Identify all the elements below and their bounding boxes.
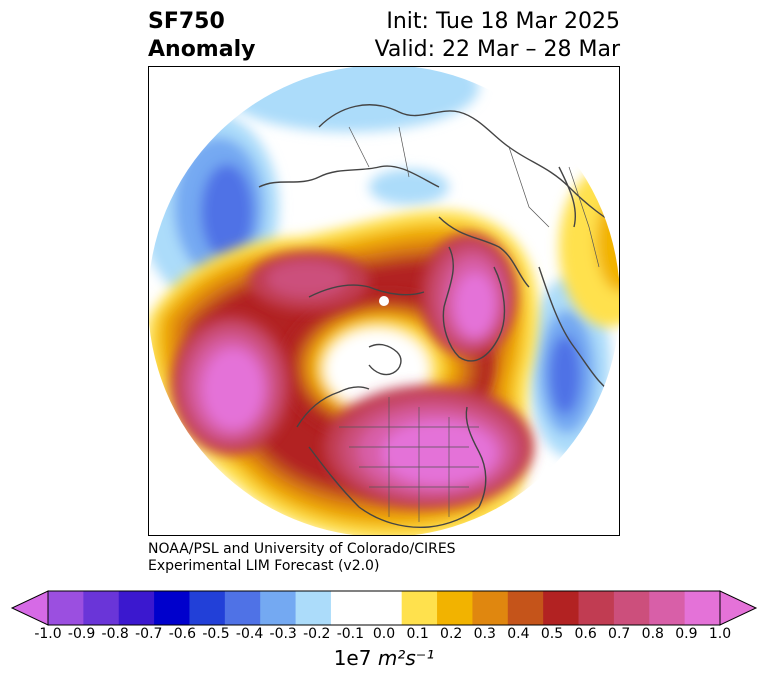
title-type: Anomaly [148,37,256,62]
colorbar-tick-label: 0.0 [372,626,396,642]
colorbar-tick-label: -0.4 [235,626,264,642]
colorbar-segment [260,591,297,625]
colorbar-extend-high [719,590,758,626]
colorbar-extend-low [10,590,49,626]
north-pole-marker [379,296,389,306]
credit-line-1: NOAA/PSL and University of Colorado/CIRE… [148,541,456,557]
political-borders [339,126,600,522]
colorbar-tick-label: 0.5 [540,626,564,642]
colorbar-tick-label: -0.8 [101,626,129,642]
chart-title: SF750 Anomaly [148,8,255,64]
colorbar-tick-label: 0.2 [440,626,463,642]
colorbar-segment [543,591,580,625]
colorbar-tick-label: -1.0 [34,626,62,642]
colorbar-segment [366,591,403,625]
colorbar-tick-label: 0.1 [406,626,429,642]
colorbar-segment [48,591,84,625]
colorbar-tick-label: 0.6 [574,626,597,642]
colorbar-segment [472,591,509,625]
colorbar-segment [649,591,686,625]
anomaly-scandinavia [249,251,369,311]
colorbar-segment [507,591,544,625]
colorbar-tick-label: -0.1 [336,626,365,642]
units-base: 1e7 [333,646,372,670]
colorbar-tick-label: -0.9 [67,626,96,642]
anomaly-siberia [219,67,479,205]
colorbar-tick-label: -0.6 [168,626,197,642]
coastlines [258,104,619,529]
colorbar-segment [578,591,615,625]
colorbar-segment [330,591,367,625]
colorbar-tick-label: 0.4 [507,626,530,642]
anomaly-north-atlantic [527,277,611,457]
colorbar-tick-label: 0.3 [473,626,496,642]
colorbar-segment [437,591,473,625]
map-panel [148,66,620,536]
colorbar-tick-label: 0.8 [641,626,664,642]
colorbar-segment [613,591,650,625]
colorbar-tick-label: 0.7 [608,626,631,642]
credit-line-2: Experimental LIM Forecast (v2.0) [148,558,380,574]
colorbar-units: 1e7 m²s⁻¹ [0,646,768,670]
colorbar-segment [118,591,155,625]
colorbar-segment [224,591,261,625]
colorbar-segment [684,591,721,625]
anomaly-map [149,67,619,535]
units-expr: m²s⁻¹ [377,646,435,670]
colorbar-segment [401,591,438,625]
colorbar-ticks: -1.0 -0.9 -0.8 -0.7 -0.6 -0.5 -0.4 -0.3 -0.2 -0.1… [0,626,768,644]
colorbar-segment [189,591,226,625]
colorbar-tick-label: 0.9 [675,626,698,642]
forecast-dates: Init: Tue 18 Mar 2025 Valid: 22 Mar – 28… [375,8,620,64]
valid-range: Valid: 22 Mar – 28 Mar [374,37,620,62]
colorbar-tick-label: -0.7 [135,626,163,642]
credit-text: NOAA/PSL and University of Colorado/CIRE… [148,541,456,575]
colorbar-segment [295,591,332,625]
colorbar-frame [47,590,721,626]
colorbar-tick-label: -0.2 [303,626,331,642]
colorbar [10,590,758,626]
anomaly-north-pacific [171,315,291,455]
colorbar-tick-label: 1.0 [708,626,732,642]
init-date: Init: Tue 18 Mar 2025 [386,9,620,34]
colorbar-segment [83,591,120,625]
colorbar-tick-label: -0.5 [202,626,230,642]
colorbar-segment [154,591,190,625]
anomaly-greenland [421,233,517,357]
colorbar-tick-label: -0.3 [269,626,297,642]
title-variable: SF750 [148,9,225,34]
